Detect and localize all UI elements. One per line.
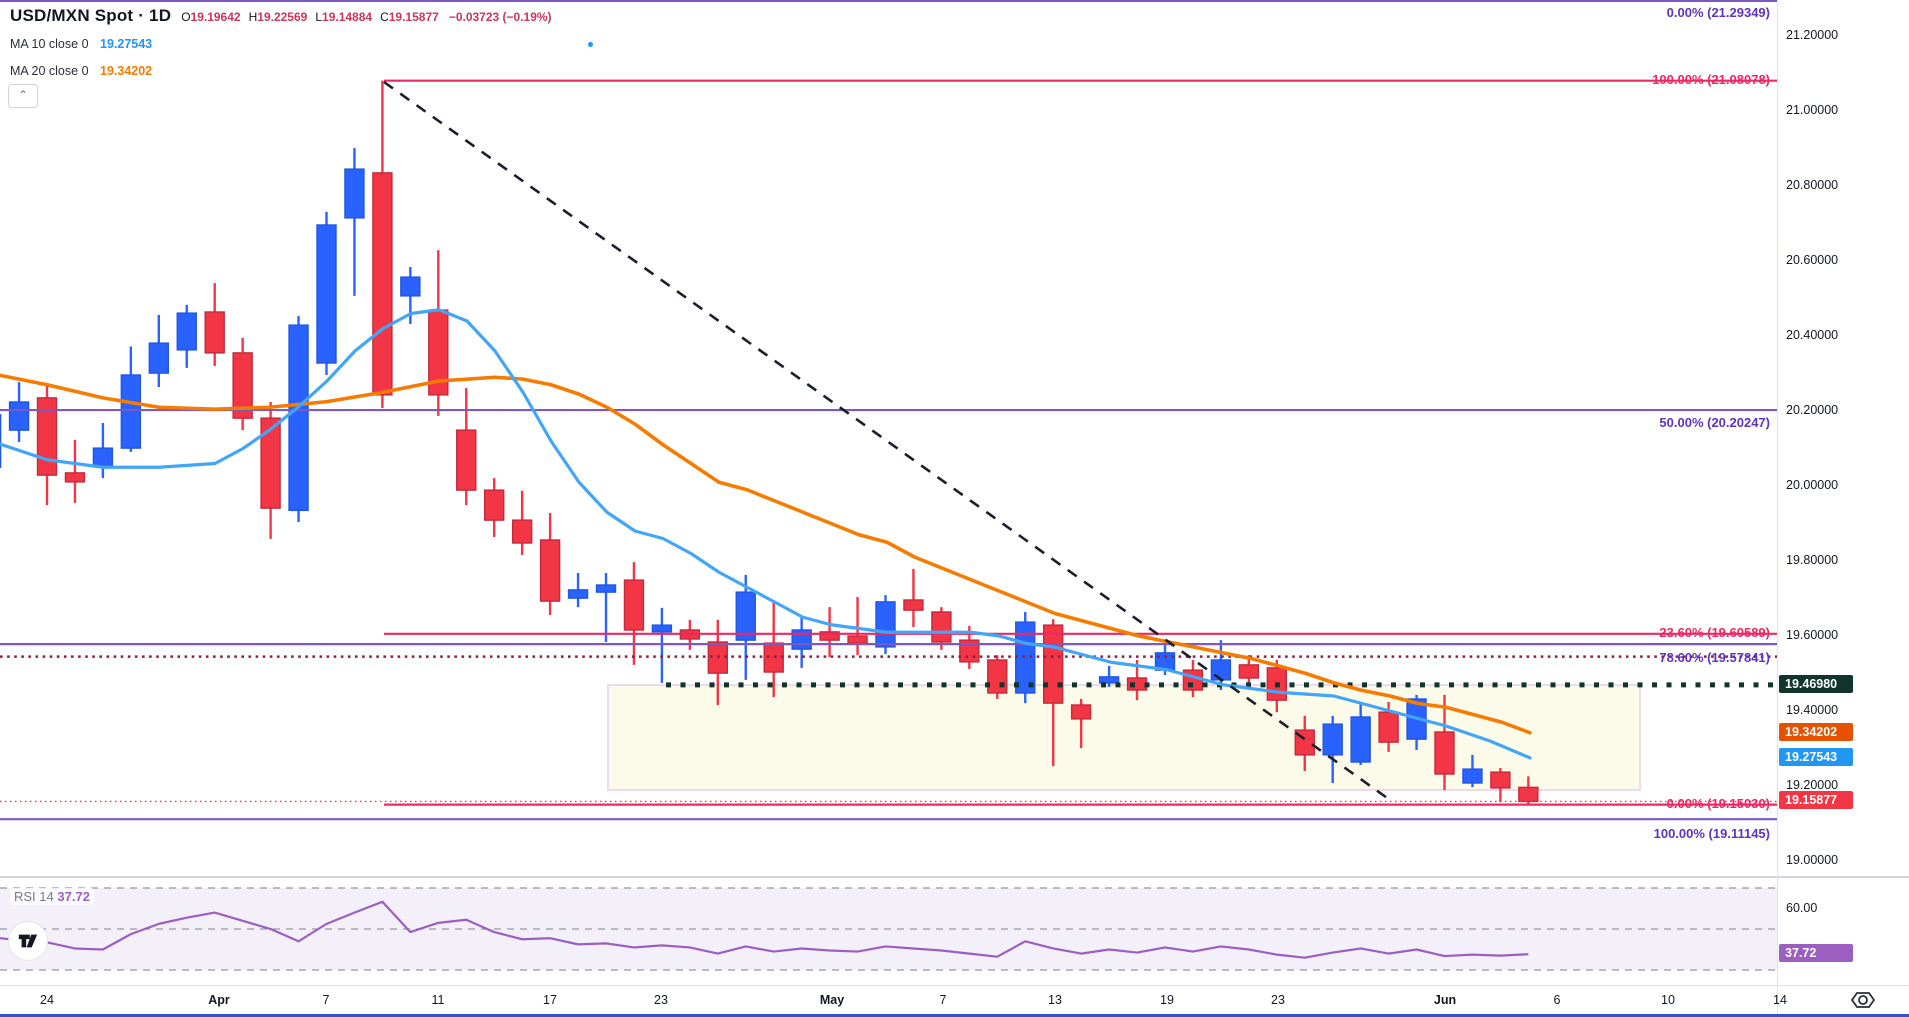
price-axis-tick[interactable]: 21.00000 [1786,103,1839,117]
ohlc-item: H19.22569 [248,10,308,24]
time-axis-tick[interactable]: 7 [939,993,947,1007]
symbol-title[interactable]: USD/MXN Spot · 1D [10,6,172,25]
indicator-row-rsi[interactable]: RSI 14 37.72 [10,888,94,905]
rsi-axis-badge: 37.72 [1779,944,1853,963]
timeframe-label[interactable]: 1D [149,6,172,25]
ohlc-item: L19.14884 [315,10,373,24]
rsi-axis-tick[interactable]: 60.00 [1786,900,1818,915]
fib-purple-label: 50.00% (20.20247) [1659,415,1770,430]
axis-settings-gear-icon[interactable] [1850,987,1876,1017]
rsi-value: 37.72 [57,889,90,904]
candlestick-series [0,80,1539,806]
price-axis-badge: 19.27543 [1779,747,1853,766]
fib-purple-label: 100.00% (19.11145) [1653,826,1770,841]
price-axis-tick[interactable]: 19.80000 [1786,553,1839,567]
price-axis-tick[interactable]: 20.20000 [1786,403,1839,417]
price-axis-tick[interactable]: 19.40000 [1786,703,1839,717]
ma10-line [0,308,1532,760]
time-axis-tick[interactable]: 17 [543,993,557,1007]
change-value: −0.03723 (−0.19%) [448,10,552,24]
highlight-box[interactable] [607,684,1641,791]
price-axis-tick[interactable]: 19.60000 [1786,628,1839,642]
rsi-chart-canvas[interactable] [0,877,1777,985]
price-axis-badge: 19.34202 [1779,722,1853,741]
time-axis-tick[interactable]: 7 [322,993,330,1007]
price-axis-tick[interactable]: 19.20000 [1786,778,1839,792]
rsi-line [0,900,1529,959]
ohlc-values: O19.19642 H19.22569 L19.14884 C19.15877 [181,10,439,24]
time-axis-tick[interactable]: Apr [208,993,230,1007]
fib-pink-label: 0.00% (19.15030) [1666,796,1770,811]
bottom-accent-strip [0,1014,1909,1017]
price-axis-tick[interactable]: 20.40000 [1786,328,1839,342]
price-axis-tick[interactable]: 20.00000 [1786,478,1839,492]
price-axis-tick[interactable]: 20.60000 [1786,253,1839,267]
tradingview-logo-icon [18,934,38,948]
indicator-row-ma10[interactable]: MA 10 close 0 19.27543 [10,37,153,51]
ma10-value: 19.27543 [100,37,153,51]
price-axis-badge: 19.15877 [1779,791,1853,810]
pane-divider[interactable] [0,876,1909,878]
fib-pink [384,79,1777,806]
symbol-legend[interactable]: USD/MXN Spot · 1D O19.19642 H19.22569 L19.… [10,6,552,26]
indicator-row-ma20[interactable]: MA 20 close 0 19.34202 [10,64,153,78]
fib-pink-label: 23.60% (19.60589) [1659,625,1770,640]
time-axis-tick[interactable]: Jun [1433,993,1457,1007]
time-axis-tick[interactable]: 14 [1773,993,1787,1007]
tradingview-logo[interactable] [8,921,48,961]
ma20-value: 19.34202 [100,64,153,78]
fib-purple-label: 78.60% (19.57841) [1659,650,1770,665]
time-axis-tick[interactable]: 11 [431,993,445,1007]
price-axis-tick[interactable]: 19.00000 [1786,853,1839,867]
ohlc-item: O19.19642 [181,10,241,24]
time-axis-tick[interactable]: 13 [1048,993,1062,1007]
indicator-dot [588,42,593,47]
time-axis-tick[interactable]: 24 [40,993,54,1007]
time-axis-tick[interactable]: 23 [654,993,668,1007]
price-chart-canvas[interactable] [0,0,1777,877]
time-axis-tick[interactable]: 19 [1160,993,1174,1007]
time-axis-tick[interactable]: 23 [1271,993,1285,1007]
time-axis-tick[interactable]: 6 [1553,993,1561,1007]
ma20-line [0,373,1532,735]
price-axis-tick[interactable]: 20.80000 [1786,178,1839,192]
fib-purple-label: 0.00% (21.29349) [1666,5,1770,20]
time-axis-tick[interactable]: May [819,993,845,1007]
time-axis-tick[interactable]: 10 [1661,993,1675,1007]
fib-pink-label: 100.00% (21.08078) [1652,72,1770,87]
ohlc-item: C19.15877 [380,10,439,24]
price-axis-badge: 19.46980 [1779,674,1853,693]
time-axis-border [0,985,1909,986]
trendline[interactable] [383,80,1391,802]
price-axis-border [1777,0,1778,1014]
legend-collapse-button[interactable]: ⌃ [8,84,38,108]
price-axis-tick[interactable]: 21.20000 [1786,28,1839,42]
